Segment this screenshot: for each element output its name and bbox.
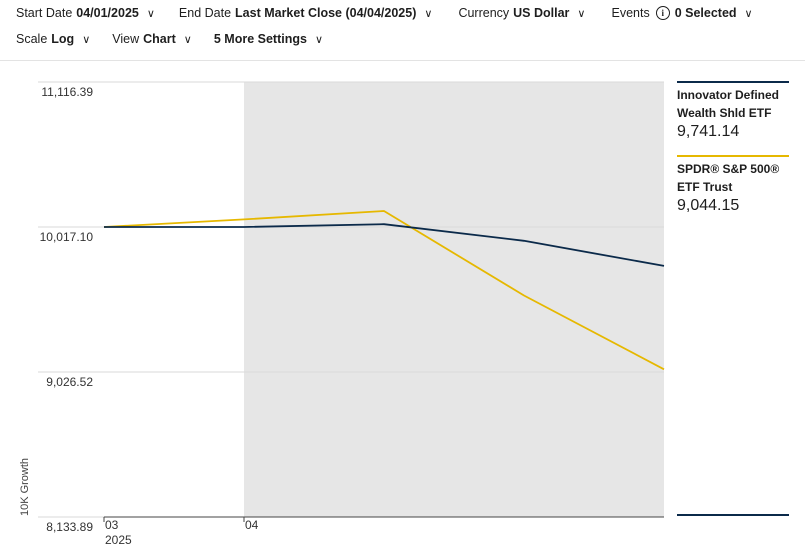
- events-dropdown[interactable]: Events i 0 Selected ∨: [611, 6, 753, 20]
- currency-label: Currency: [458, 6, 510, 20]
- end-date-dropdown[interactable]: End Date Last Market Close (04/04/2025) …: [179, 6, 433, 20]
- chevron-down-icon: ∨: [183, 33, 192, 46]
- more-settings-dropdown[interactable]: 5 More Settings ∨: [214, 32, 323, 46]
- start-date-dropdown[interactable]: Start Date 04/01/2025 ∨: [16, 6, 155, 20]
- y-tick-label: 9,026.52: [46, 375, 93, 389]
- currency-value: US Dollar: [513, 6, 570, 20]
- info-icon[interactable]: i: [655, 6, 670, 20]
- legend-swatch-series-1: [677, 81, 789, 83]
- legend-swatch-series-2: [677, 155, 789, 157]
- chevron-down-icon: ∨: [314, 33, 323, 46]
- chevron-down-icon: ∨: [424, 7, 433, 20]
- series-line-1: [104, 223, 665, 267]
- end-date-label: End Date: [178, 6, 232, 20]
- y-tick-label: 11,116.39: [41, 85, 93, 99]
- y-tick-label: 10,017.10: [40, 230, 94, 244]
- y-tick-label: 8,133.89: [46, 520, 93, 534]
- currency-dropdown[interactable]: Currency US Dollar ∨: [458, 6, 585, 20]
- legend-item-series-2[interactable]: SPDR® S&P 500® ETF Trust 9,044.15: [677, 155, 789, 216]
- chevron-down-icon: ∨: [577, 7, 586, 20]
- legend-series-2-name: SPDR® S&P 500® ETF Trust: [677, 162, 780, 194]
- scale-label: Scale: [16, 32, 48, 46]
- events-value: 0 Selected: [674, 6, 737, 20]
- x-tick-label: 04: [245, 518, 259, 532]
- x-tick-sublabel: 2025: [105, 533, 132, 547]
- start-date-label: Start Date: [16, 6, 73, 20]
- chevron-down-icon: ∨: [82, 33, 91, 46]
- events-label: Events: [611, 6, 650, 20]
- legend-series-1-value: 9,741.14: [677, 123, 740, 140]
- view-label: View: [112, 32, 140, 46]
- end-date-value: Last Market Close (04/04/2025): [235, 6, 417, 20]
- legend-series-1-name: Innovator Defined Wealth Shld ETF: [677, 88, 780, 120]
- chevron-down-icon: ∨: [744, 7, 753, 20]
- scale-value: Log: [51, 32, 75, 46]
- legend-item-series-1[interactable]: Innovator Defined Wealth Shld ETF 9,741.…: [677, 81, 789, 142]
- y-axis-label: 10K Growth: [19, 457, 31, 517]
- toolbar-row-2: Scale Log ∨ View Chart ∨ 5 More Settings…: [16, 32, 323, 46]
- chevron-down-icon: ∨: [146, 7, 155, 20]
- scale-dropdown[interactable]: Scale Log ∨: [16, 32, 90, 46]
- series-line-2: [103, 210, 665, 371]
- view-value: Chart: [143, 32, 176, 46]
- x-tick-label: 03: [105, 518, 119, 532]
- start-date-value: 04/01/2025: [76, 6, 139, 20]
- toolbar-row-1: Start Date 04/01/2025 ∨ End Date Last Ma…: [16, 6, 753, 20]
- legend-series-2-value: 9,044.15: [677, 197, 740, 214]
- shaded-period: [244, 82, 664, 517]
- toolbar-divider: [0, 60, 805, 61]
- legend-bottom-rule: [677, 514, 789, 516]
- view-dropdown[interactable]: View Chart ∨: [112, 32, 192, 46]
- more-settings-label: 5 More Settings: [213, 32, 307, 46]
